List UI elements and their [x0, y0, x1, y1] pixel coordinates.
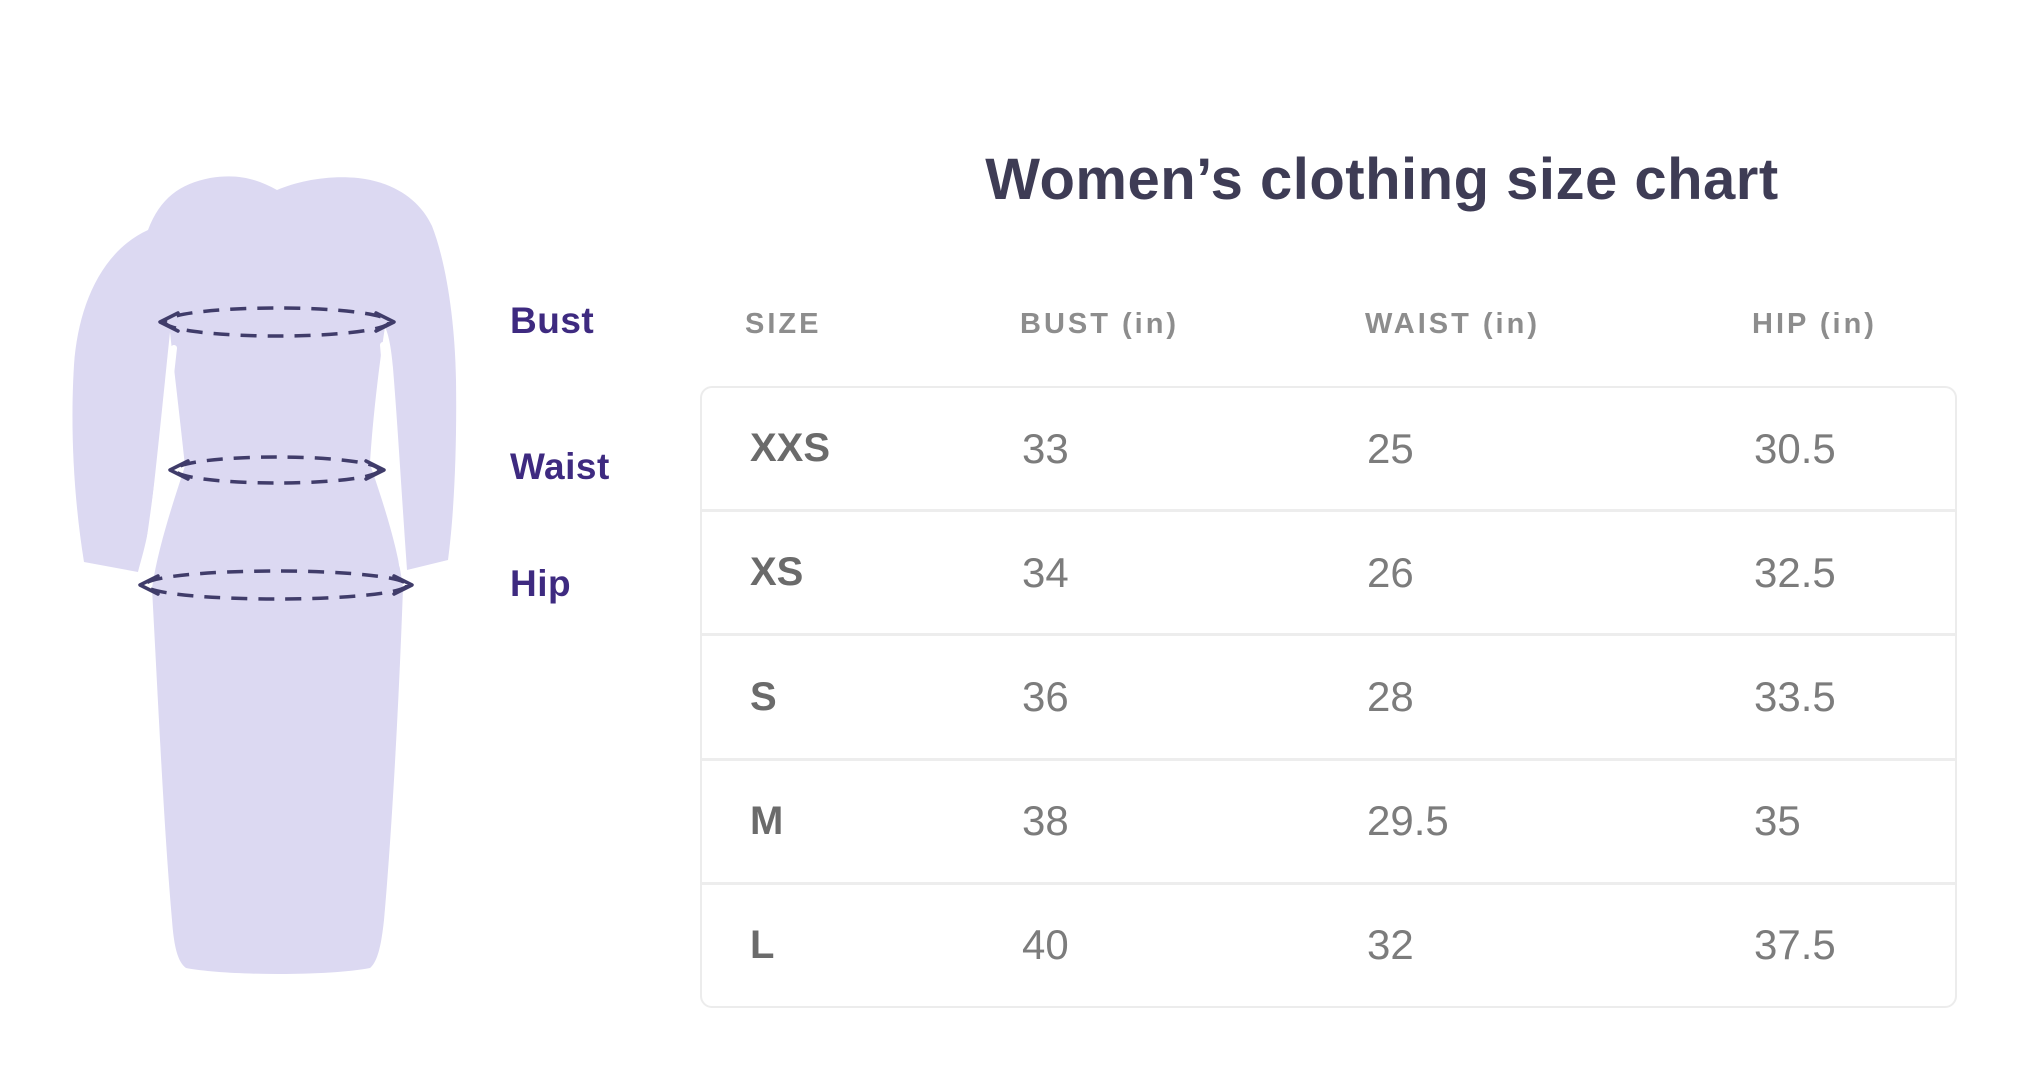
size-cell: XXS: [750, 426, 831, 471]
bust-cell: 40: [1022, 921, 1069, 969]
table-row: XS 34 26 32.5: [702, 509, 1955, 633]
size-cell: XS: [750, 550, 804, 595]
dress-illustration-icon: [72, 176, 457, 975]
hip-cell: 37.5: [1754, 921, 1836, 969]
hip-cell: 33.5: [1754, 673, 1836, 720]
hip-label: Hip: [510, 563, 572, 604]
bust-cell: 38: [1022, 797, 1069, 845]
bust-cell: 33: [1022, 424, 1069, 472]
size-table: XXS 33 25 30.5 XS 34 26 32.5 S 36 28 33.…: [700, 386, 1957, 1008]
waist-cell: 25: [1367, 424, 1414, 472]
size-cell: M: [750, 798, 784, 843]
waist-measure-line: [168, 455, 386, 485]
waist-label: Waist: [510, 446, 610, 487]
table-header-row: SIZE BUST (in) WAIST (in) HIP (in): [700, 308, 1957, 341]
size-cell: S: [750, 674, 777, 719]
table-row: XXS 33 25 30.5: [702, 388, 1955, 509]
dress-figure: [0, 0, 520, 1084]
header-bust: BUST (in): [1020, 308, 1180, 340]
hip-cell: 35: [1754, 797, 1801, 845]
waist-cell: 26: [1367, 548, 1414, 596]
bust-measure-line: [158, 306, 396, 338]
hip-cell: 32.5: [1754, 548, 1836, 596]
hip-measure-line: [138, 569, 414, 601]
waist-cell: 28: [1367, 673, 1414, 720]
bust-label: Bust: [510, 300, 595, 341]
table-row: M 38 29.5 35: [702, 757, 1955, 882]
page-title: Women’s clothing size chart: [985, 147, 1779, 212]
table-row: S 36 28 33.5: [702, 633, 1955, 757]
header-hip: HIP (in): [1752, 308, 1877, 340]
waist-cell: 29.5: [1367, 797, 1449, 845]
bust-cell: 36: [1022, 673, 1069, 720]
size-cell: L: [750, 922, 775, 967]
waist-cell: 32: [1367, 921, 1414, 969]
header-size: SIZE: [745, 308, 822, 340]
bust-cell: 34: [1022, 548, 1069, 596]
table-row: L 40 32 37.5: [702, 881, 1955, 1006]
header-waist: WAIST (in): [1365, 308, 1540, 340]
hip-cell: 30.5: [1754, 424, 1836, 472]
